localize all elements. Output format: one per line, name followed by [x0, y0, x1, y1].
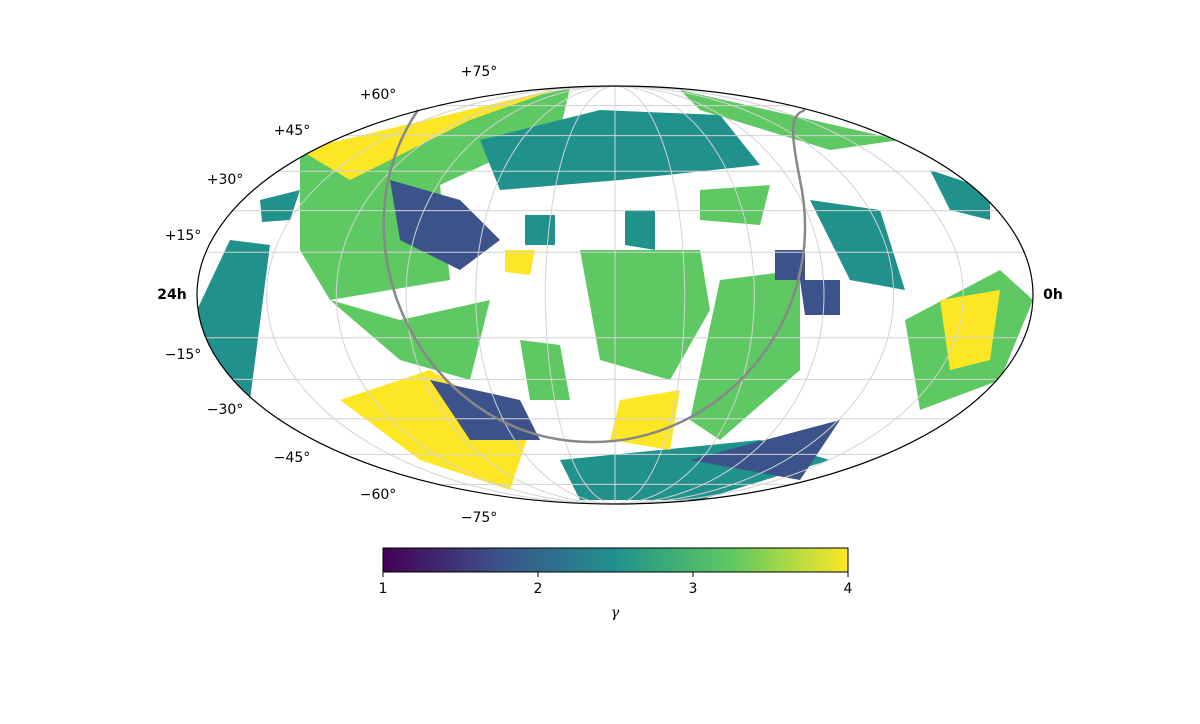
lat-label: +60°: [360, 87, 397, 103]
lat-label: +15°: [165, 228, 202, 244]
lat-label: −30°: [207, 402, 244, 418]
graticule: [205, 85, 1025, 505]
map-outline: [196, 85, 1034, 505]
lat-label: −15°: [165, 347, 202, 363]
meridian: [614, 85, 895, 505]
meridian: [544, 85, 616, 505]
colorbar-tick-label: 3: [689, 581, 698, 597]
meridian: [335, 85, 616, 505]
colorbar: [382, 547, 849, 573]
colorbar-ticks: 1 2 3 4: [379, 572, 853, 597]
meridian: [614, 85, 686, 505]
meridian: [266, 85, 616, 505]
colorbar-tick-label: 2: [534, 581, 543, 597]
lat-label: +30°: [207, 172, 244, 188]
colorbar-label: γ: [611, 605, 620, 621]
meridian: [475, 85, 616, 505]
galactic-plane: [382, 108, 807, 444]
lat-label: −45°: [274, 450, 311, 466]
lat-label: −60°: [360, 487, 397, 503]
colorbar-tick-label: 4: [844, 581, 853, 597]
lat-label: +45°: [274, 123, 311, 139]
ra-label-left: 24h: [157, 287, 186, 303]
lat-label: −75°: [461, 510, 498, 526]
meridian: [614, 85, 755, 505]
meridian: [405, 85, 616, 505]
meridian: [614, 85, 825, 505]
lat-label: +75°: [461, 64, 498, 80]
meridian: [614, 85, 964, 505]
ra-label-right: 0h: [1043, 287, 1063, 303]
lat-labels: +75° +60° +45° +30° +15° −15° −30° −45° −60° −75°: [165, 64, 498, 526]
colorbar-tick-label: 1: [379, 581, 388, 597]
